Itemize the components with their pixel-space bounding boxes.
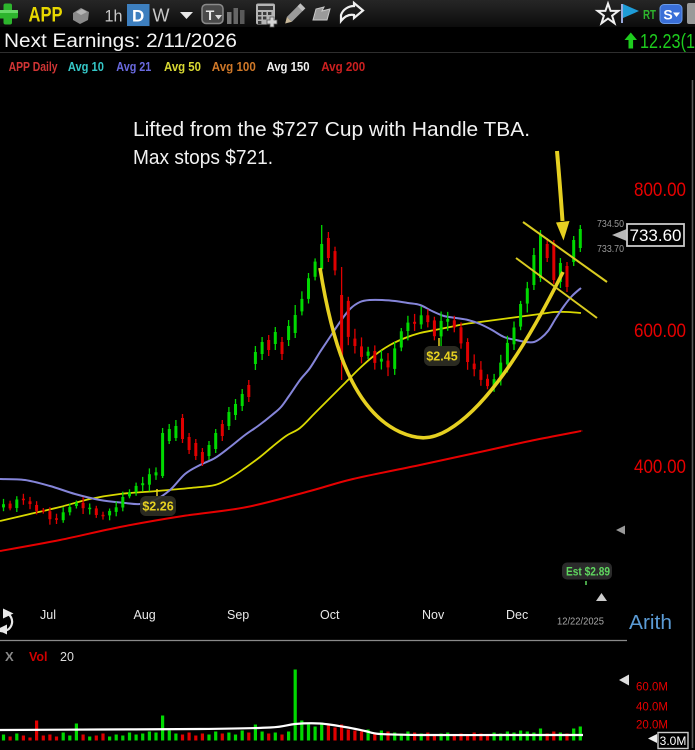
svg-text:Est $2.89: Est $2.89 xyxy=(566,565,610,579)
svg-text:800.00: 800.00 xyxy=(634,180,686,201)
svg-text:Aug: Aug xyxy=(134,608,156,622)
svg-text:Avg 10: Avg 10 xyxy=(68,59,104,74)
svg-text:Avg 50: Avg 50 xyxy=(164,59,201,74)
svg-text:20.0M: 20.0M xyxy=(636,720,668,732)
svg-text:Jul: Jul xyxy=(40,608,56,622)
svg-text:Sep: Sep xyxy=(227,608,249,622)
svg-text:Avg 100: Avg 100 xyxy=(212,59,256,74)
svg-text:Oct: Oct xyxy=(320,608,340,622)
svg-text:Dec: Dec xyxy=(506,608,528,622)
svg-text:Arith: Arith xyxy=(629,612,672,634)
svg-text:733.60: 733.60 xyxy=(630,226,682,245)
svg-text:60.0M: 60.0M xyxy=(636,682,668,694)
svg-text:T: T xyxy=(206,7,215,23)
svg-text:12/22/2025: 12/22/2025 xyxy=(557,616,604,628)
svg-text:20: 20 xyxy=(60,650,74,664)
svg-text:$2.26: $2.26 xyxy=(142,500,173,514)
svg-text:APP: APP xyxy=(29,4,63,27)
svg-text:W: W xyxy=(153,6,170,26)
svg-text:3.0M: 3.0M xyxy=(660,734,687,748)
svg-text:RT: RT xyxy=(643,8,656,22)
svg-text:Max stops $721.: Max stops $721. xyxy=(133,146,273,169)
svg-text:733.70: 733.70 xyxy=(597,243,624,255)
svg-text:X: X xyxy=(5,649,14,664)
svg-text:Next Earnings: 2/11/2026: Next Earnings: 2/11/2026 xyxy=(4,31,237,52)
svg-text:Lifted from the $727 Cup with: Lifted from the $727 Cup with Handle TBA… xyxy=(133,118,530,141)
svg-text:Nov: Nov xyxy=(422,608,445,622)
svg-text:734.50: 734.50 xyxy=(597,218,624,230)
svg-text:600.00: 600.00 xyxy=(634,321,686,342)
svg-text:D: D xyxy=(132,7,144,26)
svg-text:Vol: Vol xyxy=(29,650,48,664)
svg-text:40.0M: 40.0M xyxy=(636,702,668,714)
svg-text:APP Daily: APP Daily xyxy=(9,59,59,74)
svg-text:Avg 21: Avg 21 xyxy=(116,59,151,74)
svg-text:$2.45: $2.45 xyxy=(426,350,457,364)
svg-text:S: S xyxy=(663,7,672,23)
svg-text:400.00: 400.00 xyxy=(634,457,686,478)
svg-text:Avg 150: Avg 150 xyxy=(267,59,310,74)
svg-text:Avg 200: Avg 200 xyxy=(321,59,365,74)
svg-text:1h: 1h xyxy=(105,7,123,26)
svg-text:12.23(1: 12.23(1 xyxy=(640,31,695,53)
